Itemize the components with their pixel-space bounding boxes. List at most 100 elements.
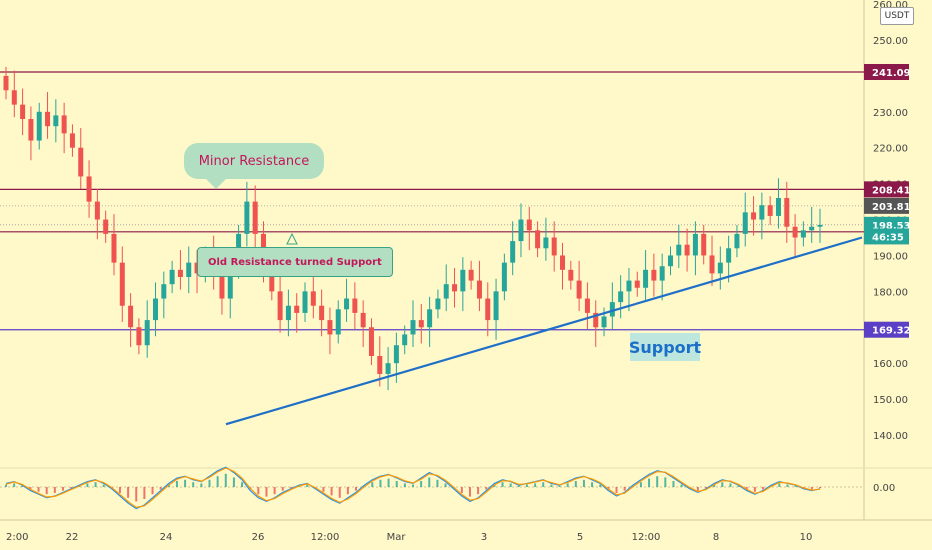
candle-body[interactable] — [410, 320, 416, 335]
candle-body[interactable] — [435, 298, 441, 310]
candle-body[interactable] — [344, 298, 350, 310]
candle-body[interactable] — [78, 147, 84, 177]
candle-body[interactable] — [294, 305, 300, 313]
candle-body[interactable] — [518, 219, 524, 242]
candle-body[interactable] — [809, 226, 815, 231]
candle-body[interactable] — [609, 302, 615, 317]
candle-body[interactable] — [327, 320, 333, 335]
candle-body[interactable] — [169, 269, 175, 285]
candle-body[interactable] — [576, 280, 582, 299]
candle-body[interactable] — [277, 291, 283, 321]
candle-body[interactable] — [28, 119, 34, 141]
candle-body[interactable] — [103, 219, 109, 234]
candle-body[interactable] — [302, 291, 308, 313]
candle-body[interactable] — [219, 277, 225, 299]
currency-badge[interactable]: USDT — [880, 7, 914, 25]
candle-body[interactable] — [360, 312, 366, 328]
candle-body[interactable] — [684, 244, 690, 256]
candle-body[interactable] — [476, 280, 482, 299]
candle-body[interactable] — [551, 237, 557, 256]
candle-body[interactable] — [601, 316, 607, 328]
candle-body[interactable] — [153, 298, 159, 321]
candle-body[interactable] — [186, 262, 192, 277]
candle-body[interactable] — [119, 262, 125, 306]
candle-body[interactable] — [817, 224, 823, 227]
candle-body[interactable] — [643, 269, 649, 288]
candle-body[interactable] — [86, 176, 92, 202]
candle-body[interactable] — [676, 244, 682, 256]
candle-body[interactable] — [177, 269, 183, 277]
candle-body[interactable] — [310, 291, 316, 306]
candle-body[interactable] — [61, 115, 67, 134]
support-trendline[interactable] — [225, 236, 863, 426]
candle-body[interactable] — [319, 305, 325, 321]
candle-body[interactable] — [510, 241, 516, 263]
candle-body[interactable] — [800, 230, 806, 238]
candle-body[interactable] — [560, 255, 566, 270]
candle-body[interactable] — [543, 237, 549, 249]
candle-body[interactable] — [759, 205, 765, 220]
candle-body[interactable] — [161, 284, 167, 299]
candle-body[interactable] — [784, 198, 790, 227]
candle-body[interactable] — [651, 269, 657, 281]
candle-body[interactable] — [626, 280, 632, 292]
candle-body[interactable] — [111, 233, 117, 263]
candle-body[interactable] — [526, 219, 532, 231]
candle-body[interactable] — [252, 201, 258, 234]
candle-body[interactable] — [36, 111, 42, 141]
candle-body[interactable] — [584, 298, 590, 313]
candle-body[interactable] — [136, 327, 142, 346]
candle-body[interactable] — [460, 269, 466, 292]
candle-body[interactable] — [692, 233, 698, 256]
candle-body[interactable] — [285, 305, 291, 321]
candle-body[interactable] — [767, 205, 773, 216]
candle-body[interactable] — [742, 212, 748, 234]
candle-body[interactable] — [335, 309, 341, 335]
oscillator-bar — [778, 483, 781, 487]
candle-body[interactable] — [3, 75, 9, 91]
candle-body[interactable] — [618, 291, 624, 303]
candle-body[interactable] — [20, 104, 26, 119]
candle-body[interactable] — [385, 363, 391, 374]
candle-body[interactable] — [667, 255, 673, 267]
candle-body[interactable] — [128, 305, 134, 328]
candle-body[interactable] — [53, 115, 59, 127]
candle-body[interactable] — [717, 262, 723, 274]
candle-body[interactable] — [501, 262, 507, 292]
candle-body[interactable] — [144, 320, 150, 346]
candle-body[interactable] — [593, 312, 599, 328]
candle-body[interactable] — [418, 320, 424, 328]
oscillator-bar — [403, 483, 406, 487]
candle-body[interactable] — [659, 266, 665, 281]
candle-body[interactable] — [427, 309, 433, 328]
candle-body[interactable] — [734, 233, 740, 249]
candle-body[interactable] — [634, 280, 640, 288]
candle-body[interactable] — [402, 334, 408, 346]
candle-body[interactable] — [244, 201, 250, 234]
candle-body[interactable] — [94, 201, 100, 220]
candle-body[interactable] — [792, 226, 798, 238]
candle-body[interactable] — [45, 111, 51, 127]
candle-body[interactable] — [69, 133, 75, 148]
candle-body[interactable] — [377, 356, 383, 374]
candle-body[interactable] — [726, 248, 732, 263]
candle-body[interactable] — [443, 284, 449, 299]
candle-body[interactable] — [701, 233, 707, 256]
candle-body[interactable] — [775, 198, 781, 216]
candle-body[interactable] — [269, 262, 275, 292]
candle-body[interactable] — [368, 327, 374, 356]
candle-body[interactable] — [11, 90, 17, 105]
oscillator-bar — [118, 487, 121, 493]
candle-body[interactable] — [568, 269, 574, 281]
candle-body[interactable] — [468, 269, 474, 281]
candle-body[interactable] — [709, 255, 715, 274]
candle-body[interactable] — [493, 291, 499, 321]
candle-body[interactable] — [751, 212, 757, 220]
candle-body[interactable] — [393, 345, 399, 364]
candle-body[interactable] — [452, 284, 458, 292]
candle-body[interactable] — [485, 298, 491, 321]
candle-body[interactable] — [535, 230, 541, 249]
candle-body[interactable] — [227, 269, 233, 299]
candle-body[interactable] — [352, 298, 358, 313]
